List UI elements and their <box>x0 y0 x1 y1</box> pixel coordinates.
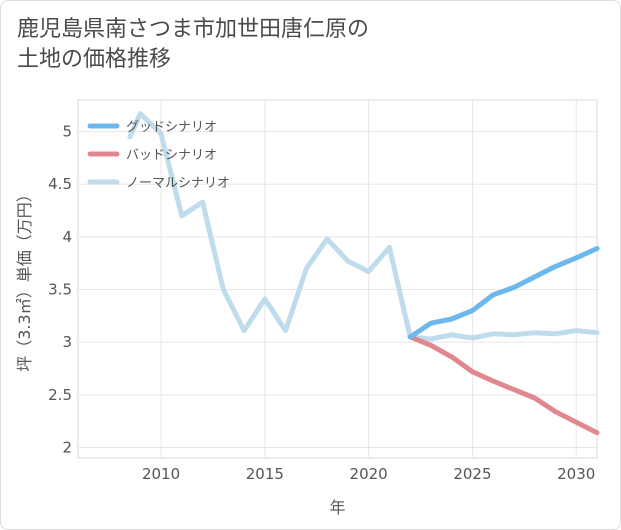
x-tick-label: 2025 <box>453 465 491 483</box>
y-tick-label: 4 <box>62 228 72 246</box>
y-tick-label: 3 <box>62 333 72 351</box>
y-tick-label: 2.5 <box>48 386 72 404</box>
x-axis-label: 年 <box>329 498 345 517</box>
series-line-3 <box>127 111 600 342</box>
x-tick-label: 2030 <box>557 465 595 483</box>
y-axis-label: 坪（3.3㎡）単価（万円） <box>15 186 34 371</box>
x-tick-label: 2020 <box>350 465 388 483</box>
legend-label: バッドシナリオ <box>126 148 217 163</box>
grid <box>77 99 598 459</box>
legend-label: グッドシナリオ <box>126 120 217 135</box>
chart-title: 鹿児島県南さつま市加世田唐仁原の 土地の価格推移 <box>17 17 370 72</box>
y-tick-label: 2 <box>62 438 72 456</box>
y-tick-label: 5 <box>62 123 72 141</box>
y-tick-label: 4.5 <box>48 175 72 193</box>
y-tick-label: 3.5 <box>48 281 72 299</box>
series-line-2 <box>407 334 600 436</box>
series-line-1 <box>407 246 600 340</box>
x-tick-label: 2015 <box>246 465 284 483</box>
tick-labels: 2010 2015 2020 2025 2030 2 2.5 3 3.5 4 4.5 5 <box>48 123 595 483</box>
x-tick-label: 2010 <box>142 465 180 483</box>
series-lines <box>127 111 600 436</box>
legend-label: ノーマルシナリオ <box>126 176 230 191</box>
plot-frame <box>77 99 598 459</box>
